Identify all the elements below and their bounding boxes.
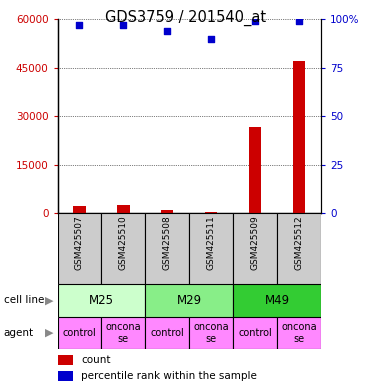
Text: cell line: cell line <box>4 295 44 306</box>
Bar <box>73 206 86 213</box>
Point <box>208 36 214 42</box>
Bar <box>101 317 145 349</box>
Bar <box>233 284 321 317</box>
Text: ▶: ▶ <box>45 295 54 306</box>
Bar <box>58 371 73 381</box>
Text: control: control <box>63 328 96 338</box>
Text: oncona
se: oncona se <box>193 322 229 344</box>
Bar <box>293 61 305 213</box>
Text: control: control <box>238 328 272 338</box>
Text: GSM425508: GSM425508 <box>163 215 172 270</box>
Bar <box>249 127 261 213</box>
Point <box>121 22 127 28</box>
Text: ▶: ▶ <box>45 328 54 338</box>
Text: GSM425507: GSM425507 <box>75 215 84 270</box>
Bar <box>101 213 145 284</box>
Bar <box>145 317 189 349</box>
Bar <box>233 213 277 284</box>
Text: M25: M25 <box>89 294 114 307</box>
Bar <box>189 317 233 349</box>
Text: control: control <box>150 328 184 338</box>
Text: M29: M29 <box>177 294 202 307</box>
Text: oncona
se: oncona se <box>281 322 317 344</box>
Text: oncona
se: oncona se <box>105 322 141 344</box>
Text: M49: M49 <box>265 294 290 307</box>
Bar <box>277 213 321 284</box>
Bar <box>58 355 73 365</box>
Text: GSM425509: GSM425509 <box>250 215 260 270</box>
Text: GSM425512: GSM425512 <box>295 215 303 270</box>
Bar <box>277 317 321 349</box>
Text: GSM425510: GSM425510 <box>119 215 128 270</box>
Bar <box>205 212 217 213</box>
Bar <box>58 317 101 349</box>
Text: GDS3759 / 201540_at: GDS3759 / 201540_at <box>105 10 266 26</box>
Bar <box>117 205 129 213</box>
Bar <box>58 213 101 284</box>
Text: GSM425511: GSM425511 <box>207 215 216 270</box>
Point <box>296 18 302 24</box>
Point <box>76 22 82 28</box>
Bar <box>58 284 145 317</box>
Text: agent: agent <box>4 328 34 338</box>
Bar <box>233 317 277 349</box>
Bar <box>145 213 189 284</box>
Point <box>252 18 258 24</box>
Point <box>164 28 170 34</box>
Bar <box>145 284 233 317</box>
Text: percentile rank within the sample: percentile rank within the sample <box>81 371 257 381</box>
Text: count: count <box>81 355 111 365</box>
Bar <box>161 210 173 213</box>
Bar <box>189 213 233 284</box>
